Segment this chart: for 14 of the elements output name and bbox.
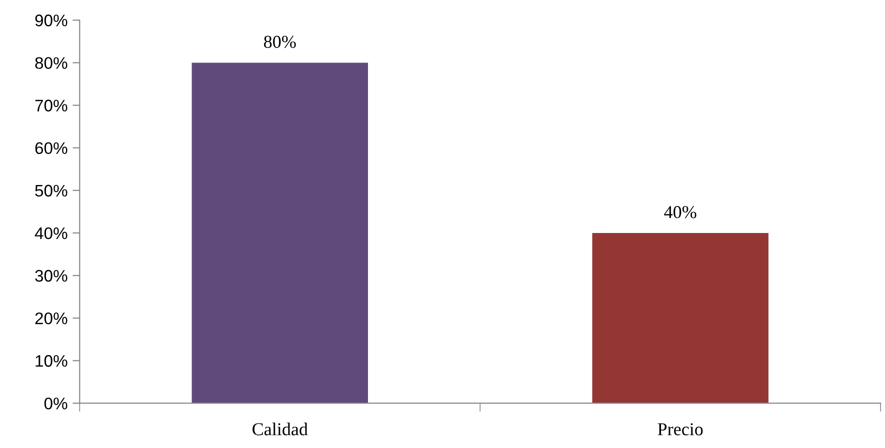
data-label: 80% [264, 36, 296, 48]
y-tick-label: 40% [34, 227, 68, 240]
y-tick-label: 70% [35, 100, 68, 112]
y-tick-label: 60% [35, 142, 68, 154]
y-tick-label: 10% [36, 355, 68, 367]
x-tick-label: Precio [658, 423, 703, 436]
y-tick-label: 90% [35, 14, 68, 26]
y-tick-label: 30% [35, 270, 68, 282]
y-tick-label: 0% [44, 398, 68, 410]
y-tick-label: 20% [35, 312, 68, 324]
y-tick-label: 50% [35, 184, 68, 197]
data-label: 40% [664, 206, 696, 218]
y-tick-label: 80% [35, 57, 68, 69]
x-tick-label: Calidad [252, 422, 308, 436]
